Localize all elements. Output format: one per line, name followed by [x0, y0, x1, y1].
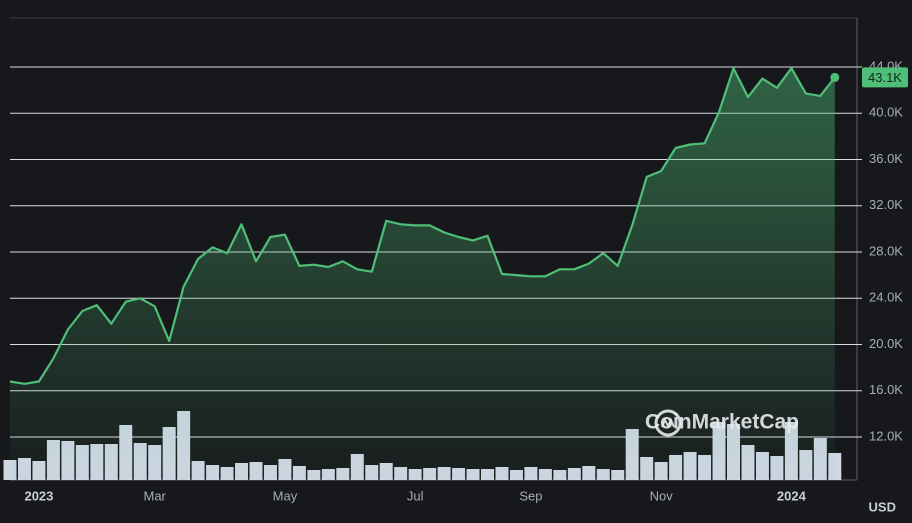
- last-point: [830, 72, 840, 82]
- currency-label: USD: [869, 499, 896, 514]
- price-line: [9, 67, 836, 385]
- watermark-logo: [654, 409, 682, 437]
- y-tick-label: 36.0K: [869, 151, 903, 166]
- x-tick-label: 2023: [24, 488, 53, 503]
- y-tick-label: 20.0K: [869, 336, 903, 351]
- x-tick-label: Mar: [144, 488, 167, 503]
- y-tick-label: 40.0K: [869, 105, 903, 120]
- y-tick-label: 24.0K: [869, 290, 903, 305]
- y-tick-label: 12.0K: [869, 428, 903, 443]
- plot: 2023 Mar May Jul Sep Nov 2024 12.0K 16.0K 20.0K 24…: [3, 58, 908, 503]
- price-label: 43.1K: [868, 70, 902, 85]
- x-tick-label: Sep: [519, 488, 542, 503]
- price-badge: [862, 67, 908, 88]
- y-tick-label: 16.0K: [869, 382, 903, 397]
- x-tick-label: 2024: [777, 488, 807, 503]
- area: [10, 68, 835, 480]
- y-tick-label: 28.0K: [869, 243, 903, 258]
- x-tick-label: May: [273, 488, 298, 503]
- x-tick-label: Nov: [650, 488, 674, 503]
- watermark: CoinMarketCap: [645, 411, 799, 434]
- y-tick-label: 32.0K: [869, 197, 903, 212]
- x-tick-label: Jul: [407, 488, 424, 503]
